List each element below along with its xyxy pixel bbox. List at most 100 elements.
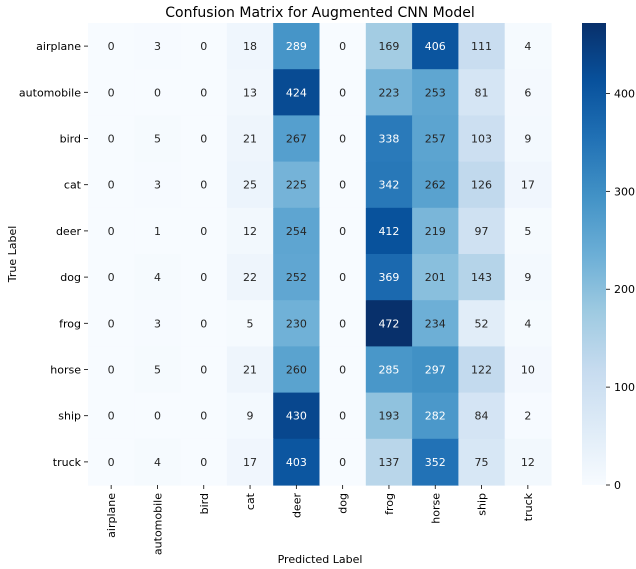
heatmap-cell	[88, 254, 135, 301]
cell-value-label: 0	[339, 456, 346, 469]
cell-value-label: 9	[247, 410, 254, 423]
y-tick-label: dog	[60, 271, 81, 284]
cell-value-label: 254	[286, 225, 307, 238]
y-tick-label: bird	[60, 133, 81, 146]
cell-value-label: 0	[108, 133, 115, 146]
heatmap-cell	[504, 161, 552, 209]
cell-value-label: 21	[243, 133, 257, 146]
heatmap-cell	[365, 254, 413, 301]
heatmap-cell	[319, 346, 367, 394]
y-tick-label: deer	[56, 225, 82, 238]
heatmap-cell	[319, 207, 367, 255]
cell-value-label: 267	[286, 133, 307, 146]
y-tick-label: truck	[53, 456, 82, 469]
cell-value-label: 406	[425, 40, 446, 53]
heatmap-cell	[412, 207, 459, 255]
cell-value-label: 412	[378, 225, 399, 238]
cell-value-label: 0	[108, 179, 115, 192]
cell-value-label: 0	[200, 40, 207, 53]
cell-value-label: 21	[243, 364, 257, 377]
heatmap-cell	[226, 438, 274, 486]
cell-value-label: 0	[154, 410, 161, 423]
cell-value-label: 262	[425, 179, 446, 192]
y-tick-label: cat	[64, 179, 82, 192]
x-tick-label: ship	[476, 493, 489, 516]
heatmap-cell	[180, 392, 228, 440]
heatmap-cell	[88, 300, 135, 347]
heatmap-cell	[365, 438, 413, 486]
heatmap-cell	[458, 254, 506, 301]
y-tick-label: horse	[50, 364, 81, 377]
cell-value-label: 103	[471, 133, 492, 146]
heatmap-cell	[504, 346, 552, 394]
heatmap-cell	[88, 69, 135, 116]
heatmap-cell	[504, 207, 552, 255]
cell-value-label: 223	[378, 86, 399, 99]
cell-value-label: 0	[339, 410, 346, 423]
cell-value-label: 5	[247, 317, 254, 330]
cell-value-label: 0	[108, 225, 115, 238]
heatmap-cell	[134, 23, 182, 70]
heatmap-cell	[180, 23, 228, 70]
heatmap-cell	[134, 346, 182, 394]
heatmap-cell	[458, 161, 506, 209]
heatmap-cell	[273, 207, 321, 255]
heatmap-cell	[226, 69, 274, 116]
cell-value-label: 0	[108, 364, 115, 377]
heatmap-cell	[412, 69, 459, 116]
cell-value-label: 289	[286, 40, 307, 53]
cell-value-label: 5	[154, 364, 161, 377]
cell-value-label: 12	[243, 225, 257, 238]
heatmap-cell	[458, 23, 506, 70]
cell-value-label: 342	[378, 179, 399, 192]
cell-value-label: 338	[378, 133, 399, 146]
heatmap-cell	[273, 161, 321, 209]
heatmap-cell	[226, 207, 274, 255]
x-tick-label: dog	[337, 493, 350, 514]
heatmap-cell	[458, 69, 506, 116]
cell-value-label: 472	[378, 317, 399, 330]
cell-value-label: 0	[200, 456, 207, 469]
cell-value-label: 193	[378, 410, 399, 423]
cell-value-label: 0	[108, 271, 115, 284]
heatmap-cell	[134, 207, 182, 255]
heatmap-cell	[273, 438, 321, 486]
cell-value-label: 4	[524, 40, 531, 53]
x-tick-label: airplane	[105, 493, 118, 538]
cell-value-label: 403	[286, 456, 307, 469]
heatmap-cell	[504, 300, 552, 347]
heatmap-cell	[319, 23, 367, 70]
cell-value-label: 0	[339, 40, 346, 53]
heatmap-cell	[273, 346, 321, 394]
cell-value-label: 5	[154, 133, 161, 146]
heatmap-cell	[365, 161, 413, 209]
heatmap-cell	[412, 438, 459, 486]
heatmap-cell	[458, 346, 506, 394]
cell-value-label: 4	[154, 271, 161, 284]
heatmap-cell	[365, 207, 413, 255]
cell-value-label: 17	[521, 179, 535, 192]
cell-value-label: 234	[425, 317, 446, 330]
cell-value-label: 219	[425, 225, 446, 238]
cell-value-label: 3	[154, 317, 161, 330]
colorbar-tick-label: 400	[614, 87, 635, 100]
heatmap-cell	[226, 300, 274, 347]
heatmap-cell	[504, 392, 552, 440]
x-tick-label: automobile	[151, 493, 164, 555]
cell-value-label: 260	[286, 364, 307, 377]
cell-value-label: 0	[339, 86, 346, 99]
heatmap-cell	[412, 254, 459, 301]
heatmap-cell	[180, 207, 228, 255]
cell-value-label: 3	[154, 179, 161, 192]
cell-value-label: 0	[200, 410, 207, 423]
heatmap-cell	[88, 392, 135, 440]
cell-value-label: 2	[524, 410, 531, 423]
cell-value-label: 0	[108, 86, 115, 99]
heatmap-cell	[134, 69, 182, 116]
y-axis-ticks: airplane automobile bird cat deer dog frog hors…	[19, 40, 88, 469]
y-tick-label: automobile	[19, 86, 81, 99]
heatmap-cell	[180, 438, 228, 486]
cell-value-label: 9	[524, 271, 531, 284]
cell-value-label: 0	[339, 133, 346, 146]
heatmap-cell	[226, 392, 274, 440]
